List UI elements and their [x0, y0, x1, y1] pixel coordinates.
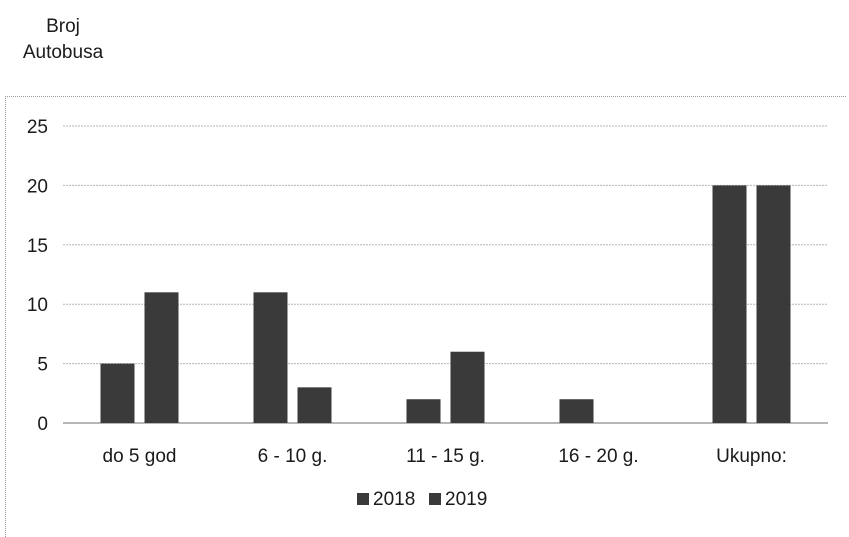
y-tick-label: 5 — [37, 355, 48, 376]
y-tick-label: 10 — [27, 295, 48, 316]
chart-frame — [5, 96, 846, 537]
legend-label-2018: 2018 — [373, 489, 415, 510]
bar-2018-4 — [712, 185, 747, 423]
bar-2018-1 — [253, 292, 288, 423]
y-tick-label: 25 — [27, 117, 48, 138]
y-tick-label: 20 — [27, 176, 48, 197]
x-tick-label: do 5 god — [103, 446, 177, 467]
y-tick-label: 15 — [27, 236, 48, 257]
legend-swatch-2019 — [429, 493, 441, 505]
y-axis-label: Broj Autobusa — [8, 14, 118, 66]
legend-swatch-2018 — [357, 493, 369, 505]
x-tick-label: 6 - 10 g. — [258, 446, 328, 467]
y-axis-label-line-2: Autobusa — [22, 42, 104, 63]
bar-2019-2 — [450, 351, 485, 423]
bars — [100, 185, 791, 423]
y-tick-labels: 0 5 10 15 20 25 — [27, 117, 48, 435]
bar-2018-0 — [100, 363, 135, 423]
bar-2018-2 — [406, 399, 441, 423]
x-tick-labels: do 5 god 6 - 10 g. 11 - 15 g. 16 - 20 g. Uku… — [103, 446, 787, 467]
y-axis-label-line-1: Broj — [46, 16, 80, 37]
bar-2019-0 — [144, 292, 179, 423]
bar-2019-4 — [756, 185, 791, 423]
bar-2019-1 — [297, 387, 332, 423]
x-tick-label: 11 - 15 g. — [406, 446, 485, 467]
grid-lines — [63, 125, 828, 424]
legend: 2018 2019 — [357, 489, 487, 510]
x-tick-label: Ukupno: — [716, 446, 787, 467]
x-tick-label: 16 - 20 g. — [558, 446, 638, 467]
legend-label-2019: 2019 — [445, 489, 487, 510]
y-tick-label: 0 — [37, 414, 48, 435]
bar-2018-3 — [559, 399, 594, 423]
